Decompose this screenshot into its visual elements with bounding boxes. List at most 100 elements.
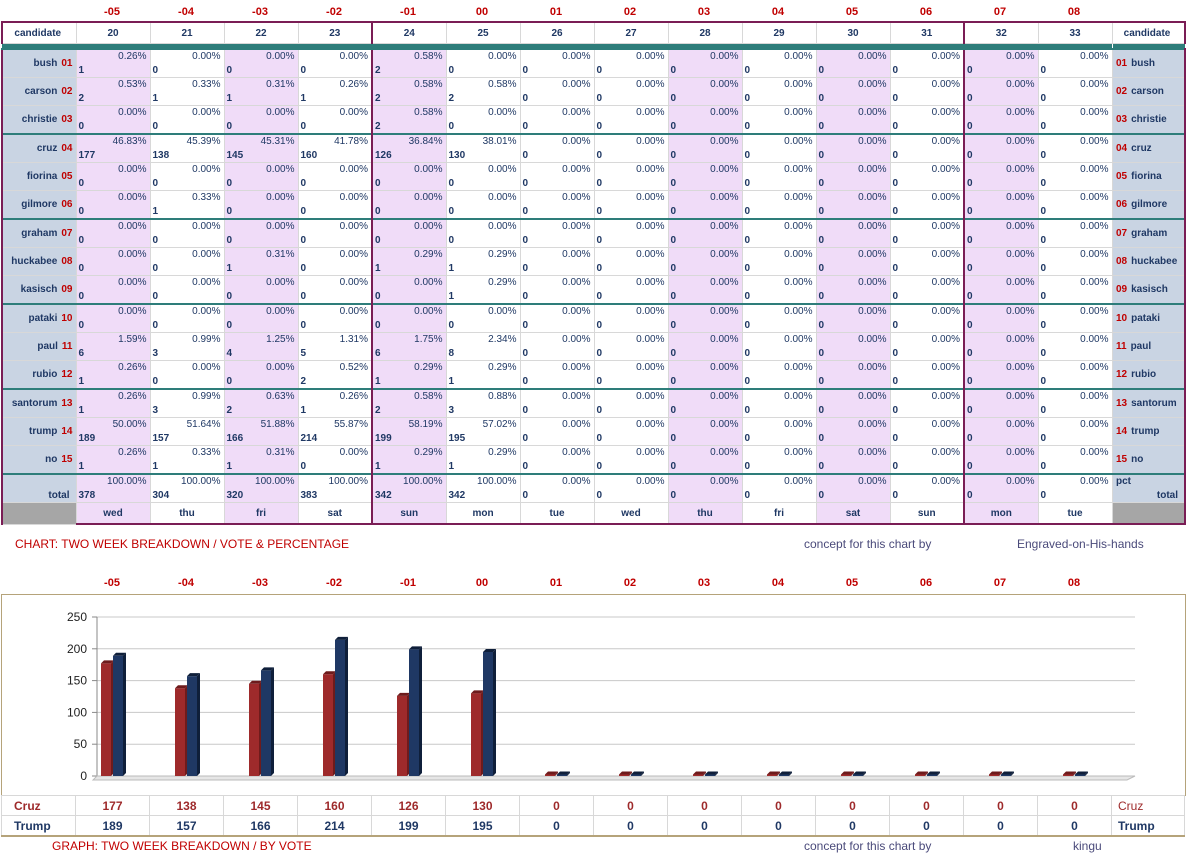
- vote-count: 0: [818, 291, 825, 302]
- vote-count: 0: [596, 405, 603, 416]
- percent-value: 0.00%: [488, 192, 517, 203]
- summary-value: 160: [297, 795, 372, 816]
- vote-count: 0: [78, 121, 85, 132]
- percent-value: 57.02%: [482, 419, 517, 430]
- vote-count: 0: [892, 461, 899, 472]
- vote-count: 0: [226, 291, 233, 302]
- percent-value: 51.88%: [260, 419, 295, 430]
- vote-count: 0: [892, 490, 899, 501]
- vote-count: 0: [522, 93, 529, 104]
- summary-value: 0: [519, 815, 594, 837]
- trump-bar: [1001, 774, 1011, 776]
- vote-count: 1: [300, 93, 307, 104]
- percent-value: 0.00%: [1006, 277, 1035, 288]
- summary-value: 199: [371, 815, 446, 837]
- weekday-label: mon: [963, 502, 1039, 525]
- vote-count: 2: [78, 93, 85, 104]
- vote-count: 0: [892, 150, 899, 161]
- percent-value: 0.00%: [710, 306, 739, 317]
- percent-value: 0.00%: [1080, 192, 1109, 203]
- vote-count: 0: [448, 121, 455, 132]
- percent-value: 0.00%: [784, 419, 813, 430]
- trump-bar: [113, 655, 123, 776]
- percent-value: 46.83%: [112, 136, 147, 147]
- percent-value: 0.00%: [710, 164, 739, 175]
- chart-title: CHART: TWO WEEK BREAKDOWN / VOTE & PERCE…: [15, 537, 350, 551]
- offset-label: 06: [919, 577, 933, 589]
- vote-count: 0: [670, 433, 677, 444]
- vote-count: 0: [818, 490, 825, 501]
- percent-value: 0.00%: [1006, 249, 1035, 260]
- trump-bar-side: [1011, 771, 1014, 776]
- footer-gray-cell: [1112, 502, 1186, 525]
- vote-count: 3: [152, 405, 159, 416]
- graph-author: kingu: [1073, 839, 1102, 853]
- candidate-row: santorum 13 0.26% 1 0.99% 3 0.63% 2 0.26% 1 0.58% 2…: [1, 388, 1113, 418]
- trump-bar-top: [409, 646, 422, 650]
- trump-bar-top: [483, 648, 496, 652]
- vote-count: 0: [78, 235, 85, 246]
- vote-count: 0: [596, 121, 603, 132]
- summary-value: 166: [223, 815, 298, 837]
- vote-count: 0: [818, 348, 825, 359]
- percent-value: 0.00%: [858, 136, 887, 147]
- vote-count: 0: [670, 206, 677, 217]
- vote-count: 0: [818, 93, 825, 104]
- vote-count: 157: [152, 433, 170, 444]
- vote-count: 1: [152, 461, 159, 472]
- trump-bar: [705, 774, 715, 776]
- percent-value: 0.00%: [562, 476, 591, 487]
- vote-count: 0: [818, 121, 825, 132]
- offset-label: 04: [771, 6, 785, 18]
- offset-label: -05: [104, 6, 120, 18]
- offset-label: 06: [919, 6, 933, 18]
- percent-value: 0.00%: [118, 277, 147, 288]
- candidate-name: rubio: [1131, 369, 1157, 380]
- vote-count: 0: [596, 93, 603, 104]
- candidate-name: christie: [1131, 114, 1167, 125]
- percent-value: 0.00%: [710, 79, 739, 90]
- pct-label: pct: [1116, 476, 1131, 487]
- percent-value: 0.29%: [414, 447, 443, 458]
- candidate-name: kasisch: [20, 284, 58, 295]
- percent-value: 0.00%: [562, 164, 591, 175]
- cruz-bar-side: [851, 771, 854, 776]
- vote-count: 0: [300, 178, 307, 189]
- percent-value: 100.00%: [255, 476, 295, 487]
- vote-count: 0: [300, 461, 307, 472]
- percent-value: 0.31%: [266, 249, 295, 260]
- series-label-right: Cruz: [1111, 795, 1185, 816]
- summary-value: 0: [741, 795, 816, 816]
- vote-count: 0: [1040, 376, 1047, 387]
- percent-value: 55.87%: [334, 419, 368, 430]
- percent-value: 0.00%: [710, 447, 739, 458]
- trump-bar: [1075, 774, 1085, 776]
- vote-count: 0: [522, 405, 529, 416]
- percent-value: 0.00%: [339, 277, 368, 288]
- percent-value: 0.88%: [488, 391, 517, 402]
- summary-value: 0: [963, 815, 1038, 837]
- percent-value: 0.00%: [562, 192, 591, 203]
- vote-count: 0: [1040, 348, 1047, 359]
- percent-value: 0.00%: [858, 447, 887, 458]
- percent-value: 0.00%: [118, 306, 147, 317]
- percent-value: 0.00%: [858, 51, 887, 62]
- weekday-label: mon: [445, 502, 521, 525]
- percent-value: 0.00%: [784, 51, 813, 62]
- trump-bar-side: [493, 648, 496, 776]
- vote-count: 5: [300, 348, 307, 359]
- percent-value: 0.29%: [488, 362, 517, 373]
- vote-count: 0: [818, 178, 825, 189]
- vote-count: 2: [375, 121, 381, 132]
- summary-row: Cruz 177 138 145 160 126 130 0 0 0 0 0 0 0 0 Cruz: [1, 795, 1185, 816]
- candidate-name: carson: [24, 86, 58, 97]
- vote-count: 0: [300, 263, 307, 274]
- percent-value: 0.29%: [414, 249, 443, 260]
- percent-value: 0.00%: [710, 419, 739, 430]
- percent-value: 0.00%: [784, 136, 813, 147]
- offset-label: 08: [1067, 6, 1081, 18]
- chart-author: Engraved-on-His-hands: [1017, 537, 1144, 551]
- vote-count: 0: [226, 235, 233, 246]
- offset-label: -04: [178, 577, 194, 589]
- trump-bar-side: [123, 652, 126, 776]
